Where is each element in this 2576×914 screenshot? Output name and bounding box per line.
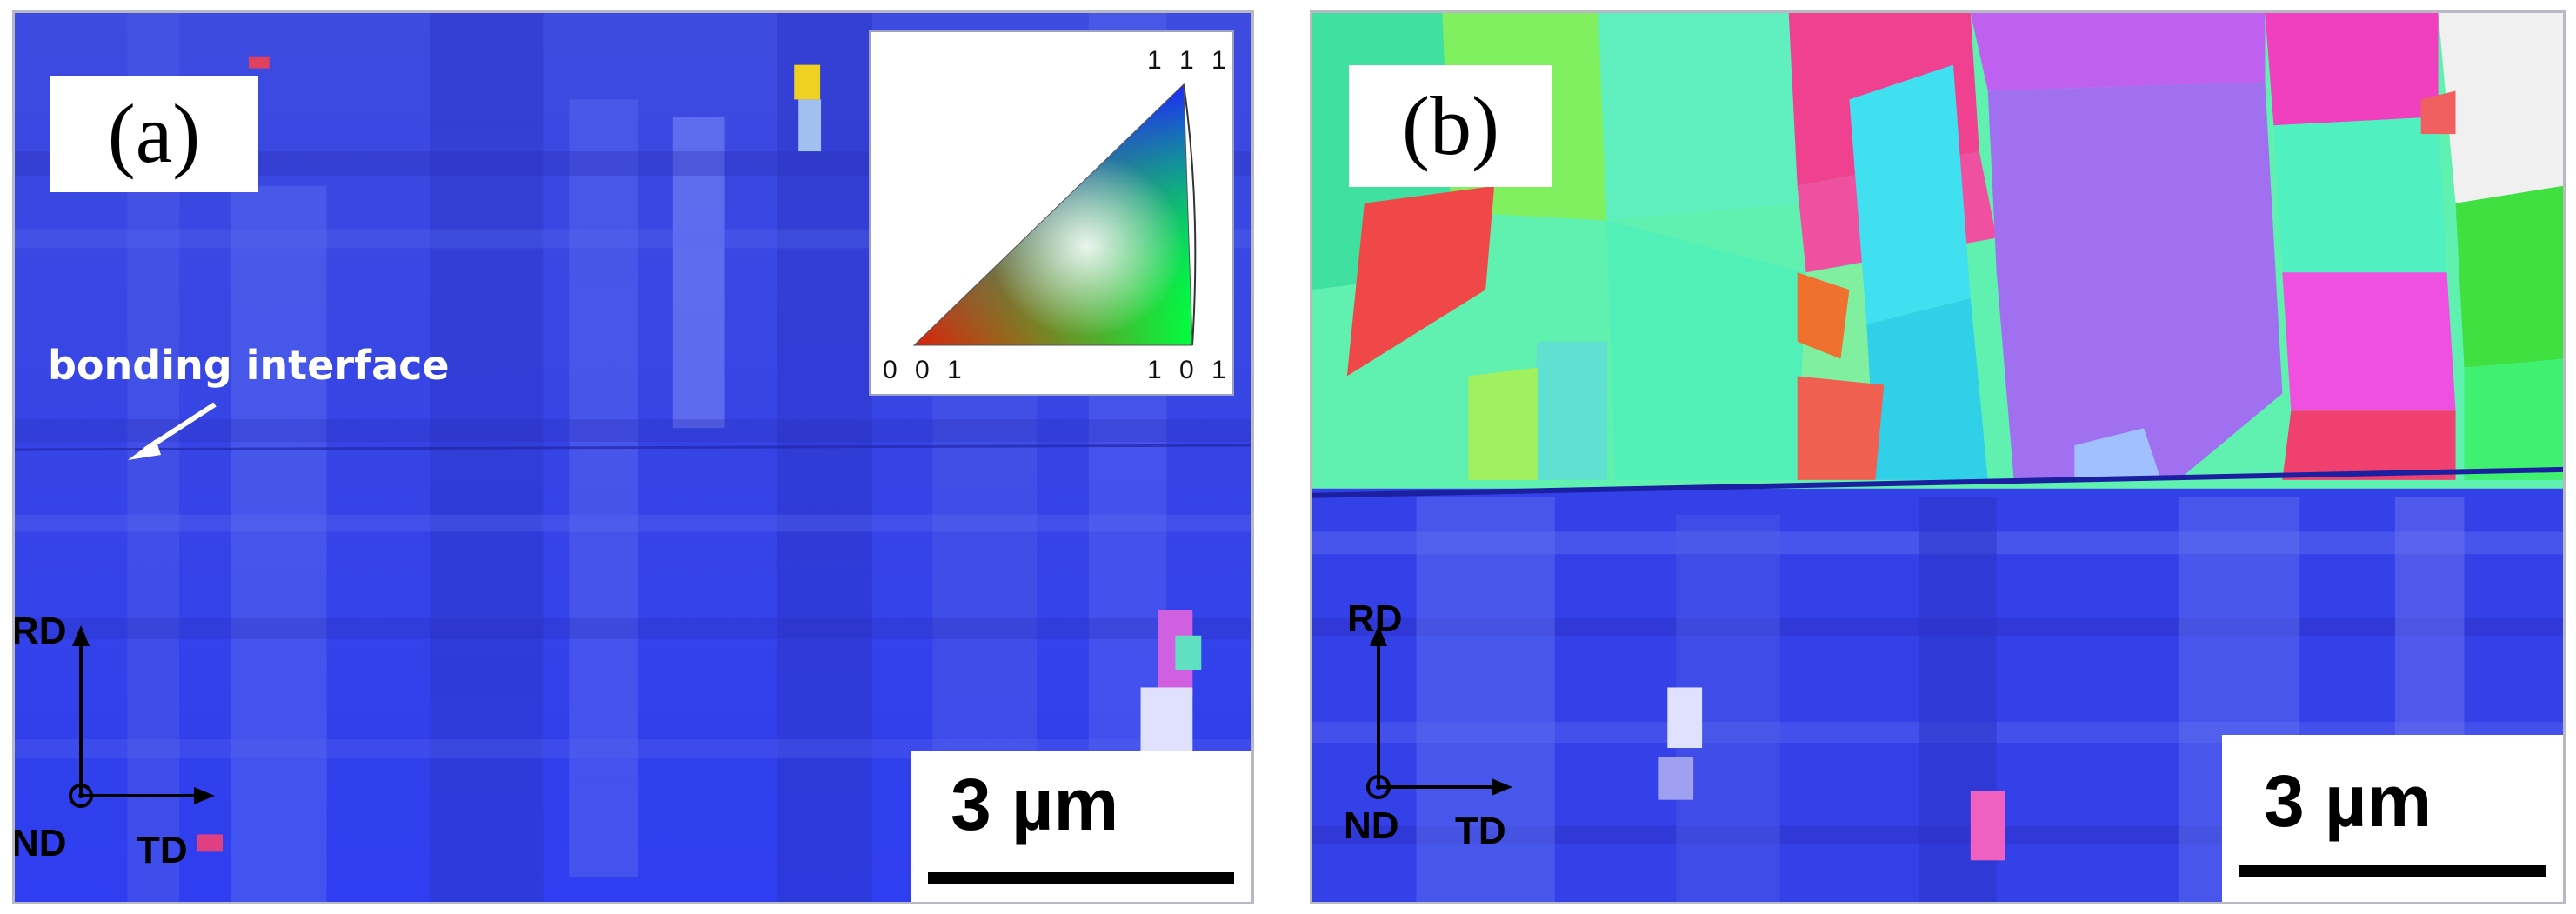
nd-axis-label-b: ND	[1344, 804, 1399, 847]
scale-bar-a-line	[928, 872, 1234, 884]
panel-b-label: (b)	[1349, 65, 1552, 187]
rd-axis-label-b: RD	[1347, 597, 1403, 640]
td-axis-label: TD	[137, 829, 188, 871]
nd-axis-label: ND	[12, 822, 67, 864]
rd-axis-label: RD	[12, 610, 67, 652]
legend-101-label: 1 0 1	[1147, 356, 1231, 384]
ipf-color-legend: 1 1 1 0 0 1 1 0 1	[869, 30, 1234, 396]
td-axis-label-b: TD	[1455, 810, 1506, 852]
scale-bar-b: 3 µm	[2222, 735, 2563, 902]
panel-a-label: (a)	[50, 76, 258, 192]
legend-001-label: 0 0 1	[883, 356, 967, 384]
scale-bar-a-text: 3 µm	[951, 764, 1119, 845]
scale-bar-a: 3 µm	[911, 751, 1251, 902]
ebsd-map-b: (b) RD ND TD 3 µm	[1310, 10, 2566, 904]
bonding-interface-label: bonding interface	[48, 342, 450, 389]
ipf-triangle	[912, 83, 1197, 346]
coordinate-axes-b	[1366, 625, 1512, 799]
legend-111-label: 1 1 1	[1147, 46, 1231, 75]
ebsd-map-b-image	[1312, 13, 2563, 902]
interface-arrow-icon	[128, 402, 217, 460]
ebsd-map-a: (a) bonding interface	[12, 10, 1254, 904]
coordinate-axes-a	[69, 625, 215, 808]
scale-bar-b-text: 3 µm	[2264, 760, 2433, 842]
scale-bar-b-line	[2239, 865, 2546, 877]
